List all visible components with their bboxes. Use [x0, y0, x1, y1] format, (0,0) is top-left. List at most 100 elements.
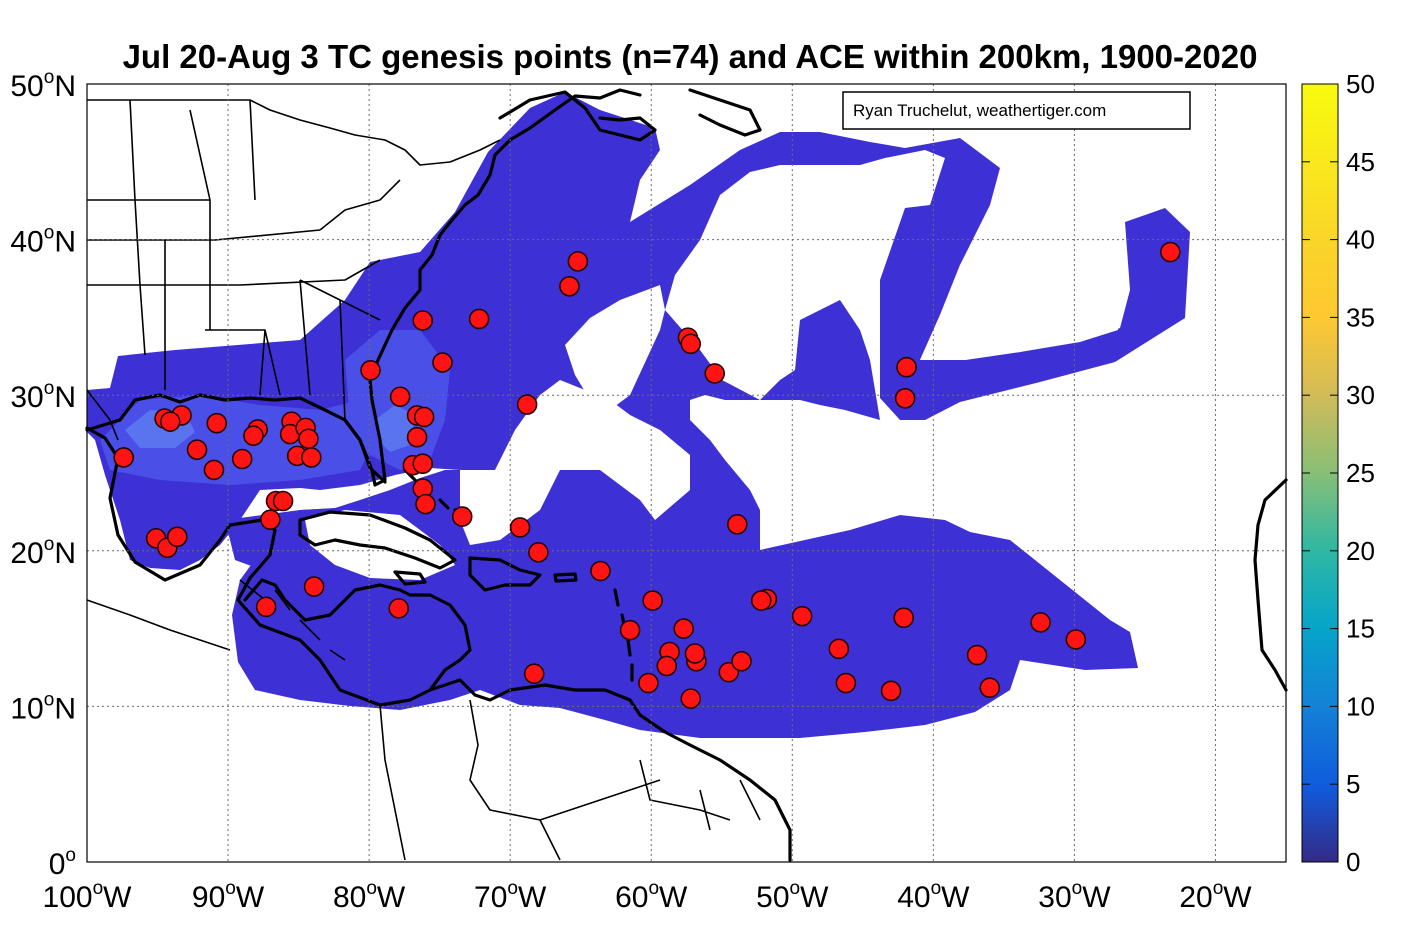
genesis-point [704, 363, 726, 384]
longitude-tick-label: 70oW [474, 878, 547, 914]
latitude-tick-label: 30oN [10, 378, 76, 414]
genesis-point [567, 251, 589, 272]
genesis-point [880, 680, 902, 702]
coast-puerto-rico [553, 572, 578, 583]
colorbar-tick-label: 40 [1346, 225, 1375, 255]
genesis-point [590, 560, 611, 582]
genesis-point [272, 490, 294, 512]
genesis-point [388, 598, 410, 619]
ace-region-gulf-caribbean-mdr [87, 92, 1190, 738]
genesis-point [638, 672, 659, 694]
longitude-tick-label: 60oW [615, 878, 688, 914]
credit-box: Ryan Truchelut, weathertiger.com [842, 91, 1191, 130]
longitude-tick-label: 90oW [192, 878, 265, 914]
colorbar-tick-label: 25 [1346, 458, 1375, 488]
genesis-point [979, 677, 1001, 699]
genesis-point [203, 459, 225, 481]
genesis-point [966, 644, 988, 666]
genesis-point [206, 412, 228, 434]
colorbar-tick-label: 10 [1346, 691, 1375, 721]
coast-jamaica [393, 570, 427, 586]
colorbar-ticks: 0 5 10 15 20 25 30 35 40 45 50 [1302, 69, 1375, 877]
credit-box-frame [842, 91, 1191, 130]
genesis-point [432, 352, 453, 373]
genesis-point [255, 596, 277, 618]
coast-south-america [428, 678, 792, 862]
genesis-point [1030, 612, 1051, 633]
genesis-point [731, 650, 752, 672]
colorbar-tick-label: 5 [1346, 769, 1360, 799]
genesis-point [516, 394, 538, 415]
ace-shading [87, 92, 1190, 738]
genesis-point [791, 605, 813, 627]
coast-north-america [85, 426, 472, 707]
genesis-point [680, 333, 702, 355]
genesis-point [300, 447, 322, 468]
longitude-tick-label: 50oW [756, 878, 829, 914]
map-frame [86, 83, 1287, 863]
genesis-point [642, 590, 663, 611]
genesis-point [468, 308, 490, 330]
genesis-point [389, 386, 411, 408]
ace-region-florida-peak [375, 405, 415, 452]
genesis-point [750, 590, 772, 611]
genesis-points [113, 241, 1181, 709]
colorbar: 0 5 10 15 20 25 30 35 40 45 50 [1301, 69, 1375, 877]
genesis-point [673, 618, 694, 639]
border-central-america [86, 579, 346, 661]
genesis-point [413, 406, 435, 428]
colorbar-tick-label: 30 [1346, 380, 1375, 410]
genesis-point [298, 428, 319, 450]
genesis-point [159, 411, 181, 432]
longitude-tick-label: 20oW [1179, 878, 1252, 914]
genesis-point [680, 688, 702, 709]
credit-text: Ryan Truchelut, weathertiger.com [853, 101, 1106, 120]
ace-hole-east [920, 160, 1125, 360]
chart-title: Jul 20-Aug 3 TC genesis points (n=74) an… [123, 38, 1258, 75]
genesis-point [231, 448, 253, 470]
longitude-tick-label: 40oW [897, 878, 970, 914]
latitude-labels: 0o 10oN 20oN 30oN 40oN 50oN [10, 67, 76, 881]
genesis-point [186, 439, 208, 460]
genesis-point [684, 643, 706, 664]
genesis-point [412, 453, 434, 474]
genesis-point [559, 275, 580, 297]
ace-hole-central-atlantic [565, 285, 665, 410]
longitude-tick-label: 30oW [1038, 878, 1111, 914]
coast-florida-peninsula [343, 418, 387, 484]
border-south-america [379, 699, 761, 861]
genesis-point [835, 672, 857, 694]
genesis-point [243, 425, 264, 446]
coast-maritimes [498, 88, 762, 142]
coast-africa [1253, 478, 1288, 692]
genesis-point [528, 542, 549, 563]
colorbar-tick-label: 45 [1346, 147, 1375, 177]
latitude-tick-label: 20oN [10, 534, 76, 570]
genesis-point [1160, 241, 1181, 263]
genesis-point [726, 514, 748, 535]
border-us-canada [87, 99, 501, 166]
genesis-point [893, 607, 915, 629]
genesis-point [166, 526, 188, 548]
border-us-mexico [86, 389, 119, 441]
genesis-point [303, 576, 325, 597]
colorbar-tick-label: 15 [1346, 614, 1375, 644]
genesis-point [260, 509, 281, 530]
colorbar-tick-label: 20 [1346, 536, 1375, 566]
latitude-tick-label: 0o [49, 845, 76, 881]
genesis-point [1065, 629, 1087, 650]
longitude-tick-label: 100oW [43, 878, 133, 914]
ace-hole-caribbean-north [305, 510, 455, 580]
genesis-point [619, 619, 641, 641]
map-plot-area [85, 83, 1288, 863]
border-us-states [87, 99, 401, 421]
coastlines [85, 88, 1288, 862]
coast-hispaniola [468, 556, 542, 592]
genesis-point [412, 310, 434, 331]
genesis-point [656, 655, 678, 677]
genesis-point [828, 638, 850, 660]
colorbar-tick-label: 50 [1346, 69, 1375, 99]
latitude-tick-label: 10oN [10, 689, 76, 725]
colorbar-tick-label: 35 [1346, 302, 1375, 332]
genesis-point [509, 517, 531, 538]
